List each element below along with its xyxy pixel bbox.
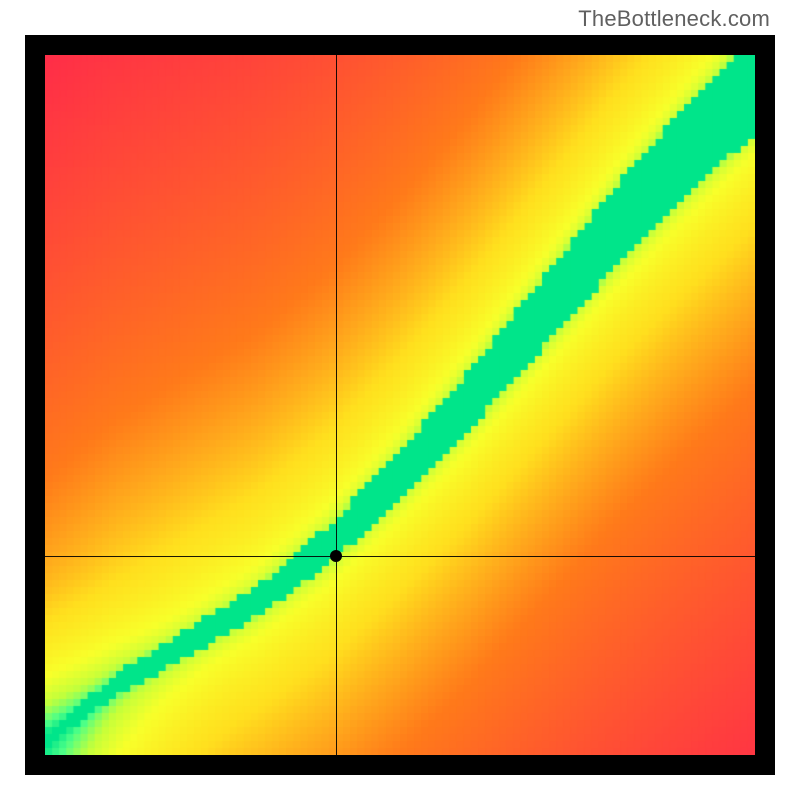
heatmap-canvas — [45, 55, 755, 755]
crosshair-horizontal-line — [45, 556, 755, 557]
crosshair-marker-dot — [330, 550, 342, 562]
watermark-text: TheBottleneck.com — [578, 6, 770, 32]
crosshair-vertical-line — [336, 55, 337, 755]
plot-outer-frame — [25, 35, 775, 775]
chart-container: TheBottleneck.com — [0, 0, 800, 800]
